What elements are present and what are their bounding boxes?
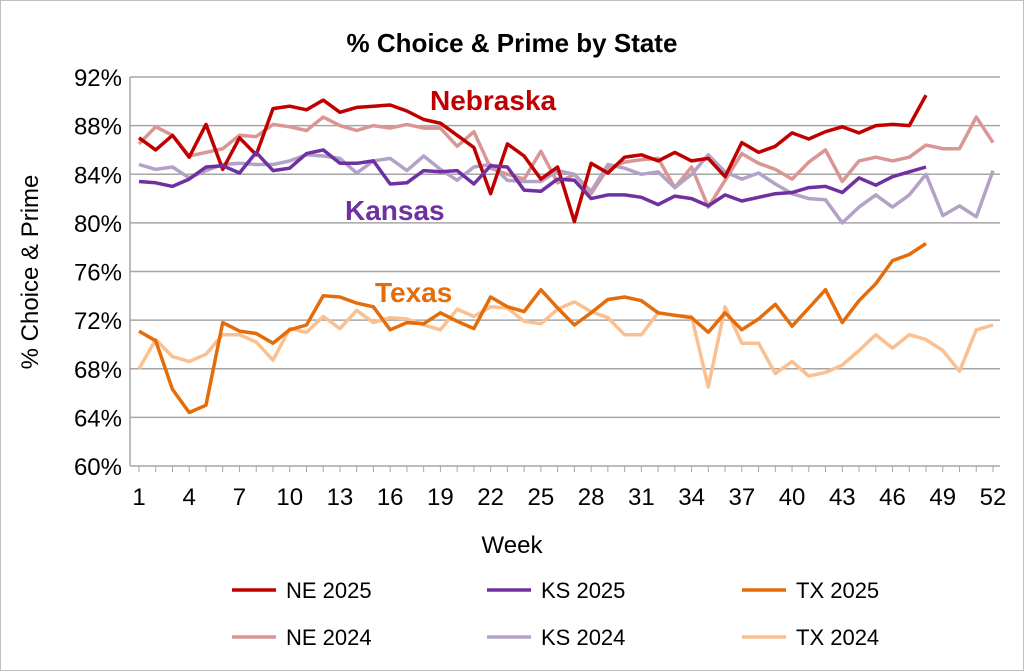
x-tick-label: 13: [327, 484, 354, 511]
legend-label: TX 2024: [796, 625, 879, 650]
series-line-ks-2025: [138, 148, 927, 208]
series-line-tx-2024: [137, 300, 994, 389]
x-tick-label: 16: [377, 484, 404, 511]
x-tick-label: 19: [427, 484, 454, 511]
y-tick-label: 76%: [74, 260, 122, 287]
x-tick-label: 46: [879, 484, 906, 511]
x-tick-label: 4: [183, 484, 196, 511]
y-tick-label: 72%: [74, 308, 122, 335]
x-tick-label: 1: [132, 484, 145, 511]
annotation-nebraska: Nebraska: [430, 85, 557, 116]
x-tick-label: 52: [980, 484, 1007, 511]
series-line-ks-2024: [138, 153, 995, 225]
x-tick-label: 43: [829, 484, 856, 511]
x-tick-label: 22: [477, 484, 504, 511]
y-axis-label: % Choice & Prime: [17, 175, 44, 370]
x-tick-label: 25: [528, 484, 555, 511]
legend-label: NE 2024: [286, 625, 372, 650]
y-tick-labels: 60% 64% 68% 72% 76% 80% 84% 88% 92%: [74, 65, 122, 481]
annotations: Nebraska Kansas Texas: [345, 85, 557, 308]
series-line-tx-2025: [138, 242, 927, 415]
x-tick-label: 31: [628, 484, 655, 511]
chart-title: % Choice & Prime by State: [347, 28, 678, 58]
annotation-kansas: Kansas: [345, 195, 445, 226]
x-tick-label: 28: [578, 484, 605, 511]
y-tick-label: 92%: [74, 65, 122, 92]
y-tick-label: 68%: [74, 357, 122, 384]
series-line-ne-2025: [137, 94, 928, 224]
legend-label: TX 2025: [796, 578, 879, 603]
x-tick-label: 7: [233, 484, 246, 511]
y-tick-label: 80%: [74, 211, 122, 238]
gridlines: [129, 76, 1000, 472]
y-tick-label: 84%: [74, 162, 122, 189]
x-tick-label: 10: [276, 484, 303, 511]
x-tick-label: 34: [678, 484, 705, 511]
y-tick-label: 88%: [74, 114, 122, 141]
x-axis-label: Week: [482, 532, 544, 559]
legend: NE 2025 KS 2025 TX 2025 NE 2024 KS 2024 TX 20…: [232, 578, 879, 650]
y-tick-label: 60%: [74, 454, 122, 481]
series-lines: [137, 94, 995, 415]
x-tick-label: 40: [779, 484, 806, 511]
annotation-texas: Texas: [375, 277, 452, 308]
x-tick-label: 37: [728, 484, 755, 511]
x-tick-labels: 1 4 7 10 13 16 19 22 25 28 31 34 37 40 43 46 49 52: [132, 484, 1006, 511]
x-tick-label: 49: [929, 484, 956, 511]
legend-label: NE 2025: [286, 578, 372, 603]
legend-label: KS 2025: [541, 578, 625, 603]
legend-label: KS 2024: [541, 625, 625, 650]
y-tick-label: 64%: [74, 405, 122, 432]
